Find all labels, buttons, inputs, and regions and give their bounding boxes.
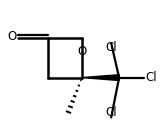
Text: Cl: Cl <box>105 106 117 119</box>
Text: Cl: Cl <box>146 71 157 84</box>
Text: Cl: Cl <box>105 41 117 54</box>
Text: O: O <box>77 45 87 58</box>
Text: O: O <box>7 30 16 43</box>
Polygon shape <box>82 75 119 81</box>
